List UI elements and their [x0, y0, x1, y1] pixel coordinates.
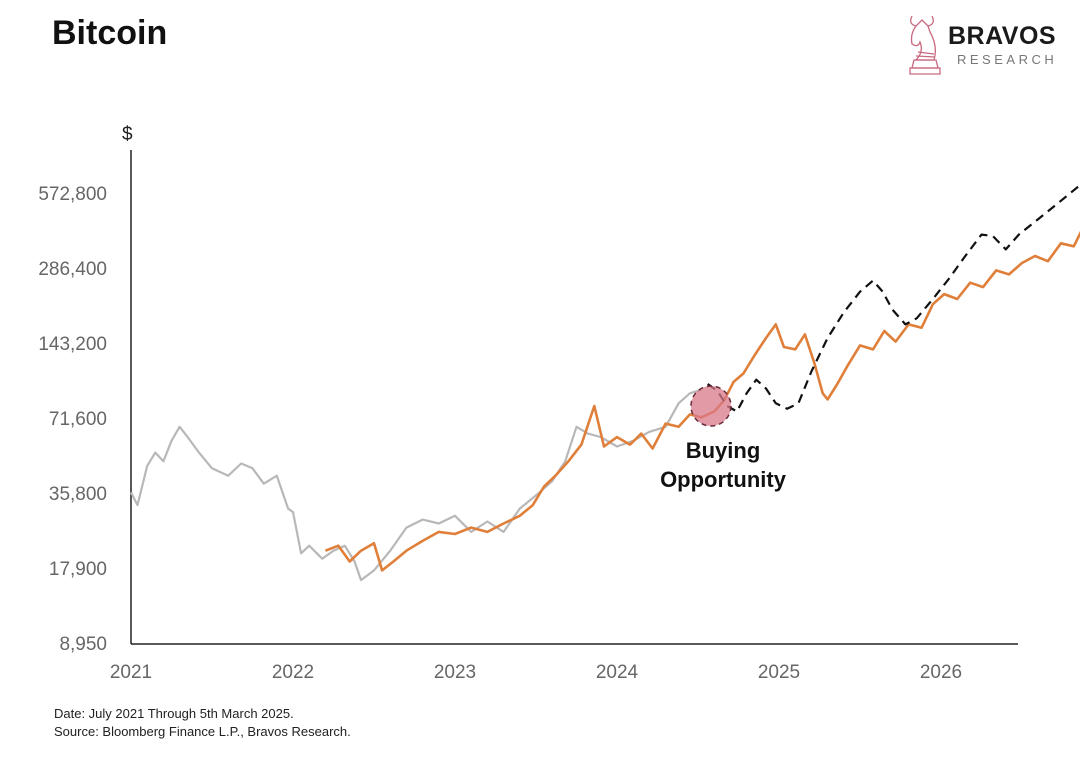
x-tick-label: 2025: [758, 662, 800, 683]
logo-name: BRAVOS: [948, 22, 1057, 50]
page-title: Bitcoin: [52, 14, 168, 52]
y-tick-label: 35,800: [49, 484, 107, 505]
series-line-orange: [324, 230, 1080, 572]
y-tick-label: 286,400: [38, 259, 107, 280]
annotation-line-2: Opportunity: [660, 467, 787, 492]
bull-knight-icon: [909, 15, 941, 75]
x-tick-label: 2022: [272, 662, 314, 683]
y-tick-label: 8,950: [59, 634, 107, 655]
annotation-line-1: Buying: [686, 438, 761, 463]
x-tick-label: 2024: [596, 662, 639, 683]
y-axis-label: $: [122, 124, 133, 145]
y-tick-label: 143,200: [38, 334, 107, 355]
buying-opportunity-marker: [690, 385, 732, 427]
footer-source: Source: Bloomberg Finance L.P., Bravos R…: [54, 724, 351, 739]
bravos-logo: BRAVOS RESEARCH: [900, 10, 1075, 80]
footer-date: Date: July 2021 Through 5th March 2025.: [54, 706, 294, 721]
x-tick-label: 2026: [920, 662, 962, 683]
y-tick-label: 17,900: [49, 559, 107, 580]
logo-subtitle: RESEARCH: [957, 52, 1058, 67]
series-line-dashed: [707, 185, 1080, 413]
bitcoin-chart: $ 8,950 17,900 35,800 71,600 143,200 286,400 5…: [38, 124, 1080, 683]
x-tick-label: 2021: [110, 662, 152, 683]
y-tick-label: 572,800: [38, 184, 107, 205]
y-tick-label: 71,600: [49, 409, 107, 430]
x-tick-label: 2023: [434, 662, 476, 683]
series-line-gray: [130, 388, 702, 582]
